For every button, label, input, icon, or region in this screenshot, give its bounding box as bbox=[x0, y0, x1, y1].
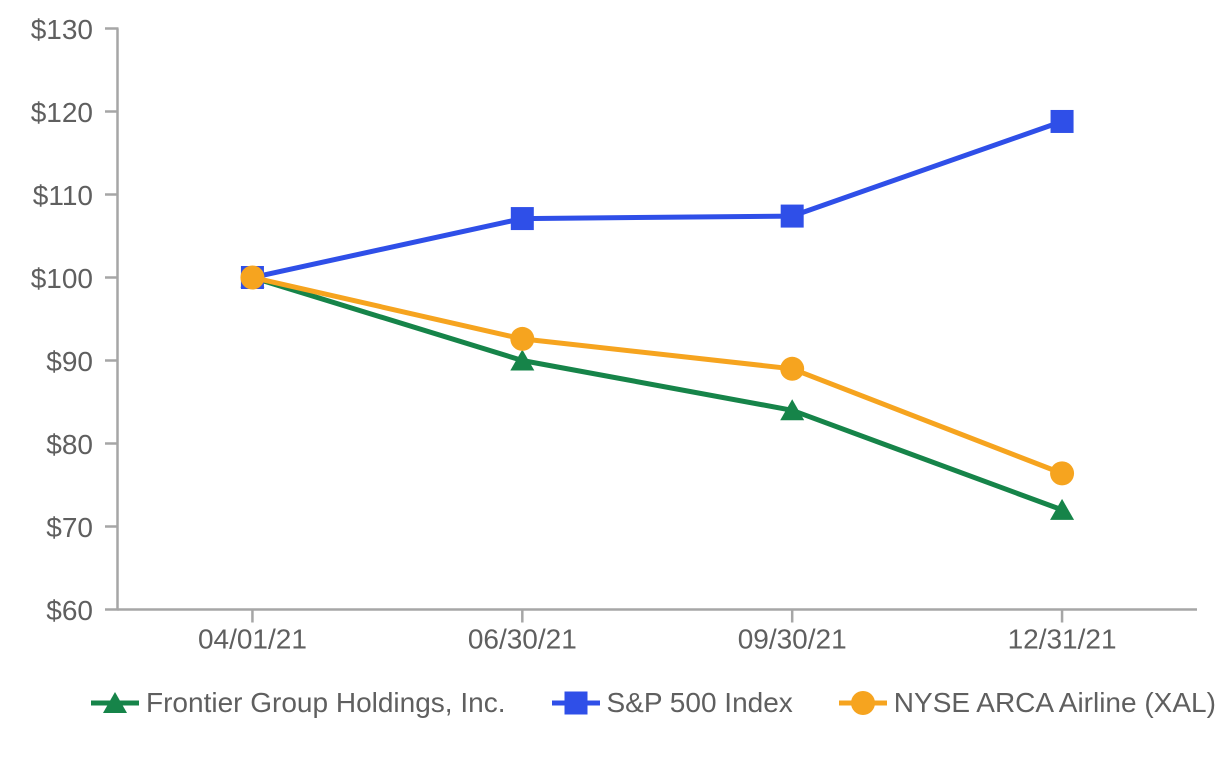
y-tick-label: $120 bbox=[31, 97, 93, 128]
performance-chart: $60 $70 $80 $90 $100 $110 $120 $130 04/01/21 06/3… bbox=[31, 14, 1197, 655]
triangle-marker-icon bbox=[91, 692, 139, 713]
axes bbox=[116, 28, 1197, 611]
y-tick-label: $130 bbox=[31, 14, 93, 45]
circle-marker-icon bbox=[240, 265, 265, 290]
x-tick-label: 04/01/21 bbox=[198, 624, 307, 655]
circle-marker-icon bbox=[1050, 461, 1075, 486]
square-marker-icon bbox=[1050, 109, 1074, 133]
square-marker-icon bbox=[551, 691, 600, 715]
triangle-marker-icon bbox=[780, 399, 805, 421]
legend-label: NYSE ARCA Airline (XAL) bbox=[893, 687, 1216, 718]
circle-marker-icon bbox=[510, 326, 535, 351]
triangle-marker-icon bbox=[1050, 498, 1075, 520]
circle-marker-icon bbox=[780, 356, 805, 381]
chart-legend: Frontier Group Holdings, Inc. S&P 500 In… bbox=[91, 689, 1216, 717]
series-line bbox=[249, 275, 1065, 476]
x-tick-label: 12/31/21 bbox=[1008, 624, 1117, 655]
legend-item-xal: NYSE ARCA Airline (XAL) bbox=[838, 687, 1216, 718]
y-tick-label: $90 bbox=[46, 346, 93, 377]
y-tick-label: $70 bbox=[46, 512, 93, 543]
y-tick-label: $100 bbox=[31, 263, 93, 294]
triangle-marker-icon bbox=[510, 349, 535, 371]
legend-item-sp500: S&P 500 Index bbox=[551, 687, 793, 718]
series-line bbox=[249, 118, 1065, 280]
legend-label: S&P 500 Index bbox=[606, 687, 793, 718]
x-tick-label: 09/30/21 bbox=[738, 624, 847, 655]
series-1 bbox=[240, 109, 1074, 289]
x-axis-ticks: 04/01/21 06/30/21 09/30/21 12/31/21 bbox=[198, 609, 1117, 655]
circle-marker-icon bbox=[838, 691, 887, 715]
y-tick-label: $80 bbox=[46, 429, 93, 460]
series-2 bbox=[240, 265, 1075, 486]
y-tick-label: $110 bbox=[33, 180, 93, 211]
square-marker-icon bbox=[780, 204, 804, 228]
x-tick-label: 06/30/21 bbox=[468, 624, 577, 655]
square-marker-icon bbox=[510, 207, 534, 231]
series-line bbox=[249, 275, 1065, 513]
legend-label: Frontier Group Holdings, Inc. bbox=[146, 687, 506, 718]
y-axis-ticks: $60 $70 $80 $90 $100 $110 $120 $130 bbox=[31, 14, 119, 626]
legend-item-frontier: Frontier Group Holdings, Inc. bbox=[91, 689, 506, 717]
y-tick-label: $60 bbox=[46, 595, 93, 626]
